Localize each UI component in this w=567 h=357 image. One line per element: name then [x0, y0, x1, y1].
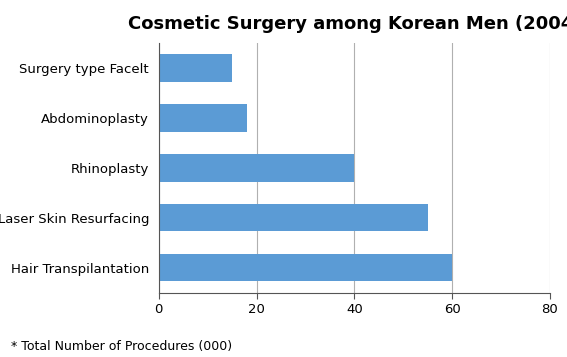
- Bar: [159, 154, 354, 181]
- Bar: [159, 54, 232, 82]
- Bar: [159, 254, 452, 281]
- Title: Cosmetic Surgery among Korean Men (2004): Cosmetic Surgery among Korean Men (2004): [128, 15, 567, 33]
- Bar: [159, 204, 428, 231]
- Bar: [159, 104, 247, 132]
- Text: * Total Number of Procedures (000): * Total Number of Procedures (000): [11, 341, 232, 353]
